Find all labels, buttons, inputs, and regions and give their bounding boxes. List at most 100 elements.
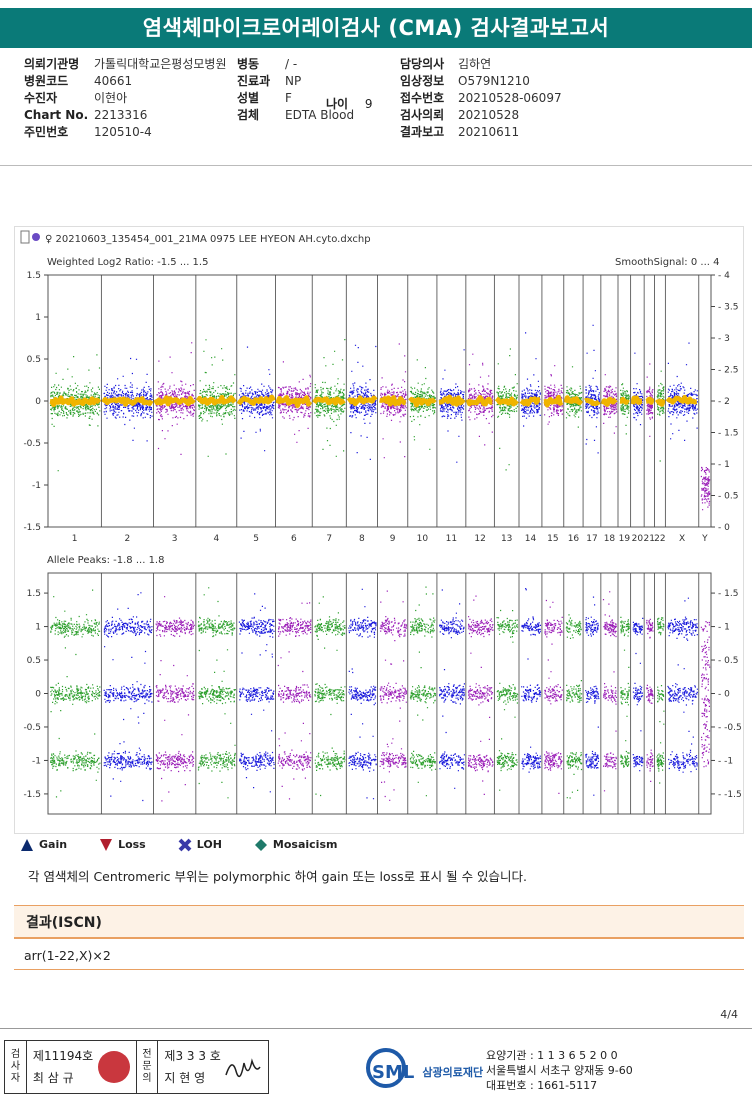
chromosome-13-points (496, 348, 519, 791)
allele-points (238, 593, 275, 793)
right-tick-label: - 3.5 (718, 303, 738, 313)
info-row: 병동 / - (237, 56, 354, 73)
info-value: 120510-4 (94, 125, 152, 139)
log2-points (314, 339, 346, 457)
chromosome-label: 16 (568, 534, 580, 544)
footer-divider (0, 1028, 752, 1029)
chromosome-label: 4 (213, 534, 219, 544)
y-tick-label: 0 (35, 397, 41, 407)
right-tick-label: - 2 (718, 397, 730, 407)
triangle-down-icon (100, 839, 113, 851)
log2-points (50, 354, 101, 472)
allele-points (544, 599, 563, 794)
info-value: 20210528-06097 (458, 91, 562, 105)
legend-label: LOH (196, 838, 222, 851)
chromosome-label: 21 (644, 534, 655, 544)
loh-icon (178, 838, 192, 852)
info-row: 병원코드 40661 (24, 73, 226, 90)
chromosome-label: 7 (326, 534, 332, 544)
legend-item: Loss (99, 838, 146, 852)
chromosome-label: 18 (604, 534, 616, 544)
info-label: 성별 (237, 91, 260, 105)
org-name: 삼광의료재단 (422, 1066, 484, 1079)
legend-label: Loss (118, 838, 146, 851)
allele-points (700, 621, 711, 768)
allele-points (496, 609, 519, 791)
log2-points (603, 374, 618, 434)
log2-points (496, 348, 519, 471)
y-tick-label: -0.5 (23, 723, 41, 733)
legend-label: Gain (39, 838, 68, 851)
info-label: 병원코드 (24, 74, 69, 88)
allele-points (379, 590, 407, 801)
right-tick-label: - 0.5 (718, 656, 738, 666)
info-row: Chart No. 2213316 (24, 107, 226, 124)
y-tick-label: 1 (35, 313, 41, 323)
report-title: 염색체마이크로어레이검사 (CMA) 검사결과보고서 (0, 8, 752, 48)
right-tick-label: - 0.5 (718, 492, 738, 502)
allele-points (521, 588, 542, 773)
chromosome-label: 11 (446, 534, 457, 544)
y-tick-label: 1 (35, 623, 41, 633)
sample-icon (32, 233, 40, 241)
chromosome-22-points (656, 370, 665, 784)
chromosome-label: 19 (619, 534, 631, 544)
legend: Gain Loss LOH Mosaicism (20, 838, 369, 852)
y-tick-label: -1.5 (23, 790, 41, 800)
y-tick-label: -1 (32, 481, 41, 491)
age-value: 9 (364, 97, 373, 111)
chromosome-label: 5 (253, 534, 259, 544)
info-label: 담당의사 (400, 57, 445, 71)
info-value: EDTA Blood (285, 108, 355, 122)
chromosome-label: Y (701, 534, 708, 544)
chromosome-label: X (679, 534, 685, 544)
legend-item: LOH (178, 838, 222, 852)
allele-points (646, 618, 654, 782)
right-tick-label: - 1.5 (718, 589, 738, 599)
chromosome-label: 2 (125, 534, 131, 544)
info-row: 수진자 이현아 (24, 90, 226, 107)
chromosome-19-points (620, 383, 630, 768)
log2-points (656, 370, 665, 462)
chromosome-Y-points (700, 466, 711, 768)
info-label: 의뢰기관명 (24, 57, 80, 71)
seal-stamp (97, 1051, 130, 1083)
right-tick-label: - -1.5 (718, 790, 742, 800)
info-row: 담당의사 김하연 (400, 56, 562, 73)
legend-item: Gain (20, 838, 67, 852)
info-value: 이현아 (94, 91, 128, 105)
chromosome-label: 13 (501, 534, 512, 544)
org-address: 서울특별시 서초구 양재동 9-60 (486, 1064, 633, 1077)
chromosome-label: 22 (654, 534, 665, 544)
chromosome-16-points (565, 366, 583, 799)
info-row: 임상정보 O579N1210 (400, 73, 562, 90)
info-value: 40661 (94, 74, 133, 88)
log2-points (565, 366, 583, 428)
right-tick-label: - 0 (718, 690, 730, 700)
allele-points (656, 617, 665, 784)
chromosome-label: 15 (547, 534, 558, 544)
chromosome-label: 6 (291, 534, 297, 544)
log2-points (700, 466, 711, 511)
info-value: 가톨릭대학교은평성모병원 (94, 57, 227, 71)
allele-points (620, 616, 630, 768)
info-label: 진료과 (237, 74, 271, 88)
chromosome-label: 3 (172, 534, 178, 544)
org-phone: 대표번호 : 1661-5117 (486, 1079, 598, 1092)
y-tick-label: -1.5 (23, 523, 41, 533)
top-panel-right-title: SmoothSignal: 0 ... 4 (615, 257, 719, 268)
allele-points (439, 589, 465, 789)
header-divider (0, 165, 752, 166)
chromosome-label: 9 (390, 534, 396, 544)
chromosome-label: 8 (359, 534, 365, 544)
chromosome-11-points (439, 349, 465, 789)
info-label: 주민번호 (24, 125, 69, 139)
y-tick-label: -0.5 (23, 439, 41, 449)
allele-points (50, 589, 101, 798)
triangle-up-icon (21, 839, 33, 851)
info-row: 결과보고 20210611 (400, 124, 562, 141)
chromosome-20-points (632, 352, 644, 772)
page-number: 4/4 (720, 1008, 738, 1021)
right-tick-label: - 1 (718, 460, 730, 470)
